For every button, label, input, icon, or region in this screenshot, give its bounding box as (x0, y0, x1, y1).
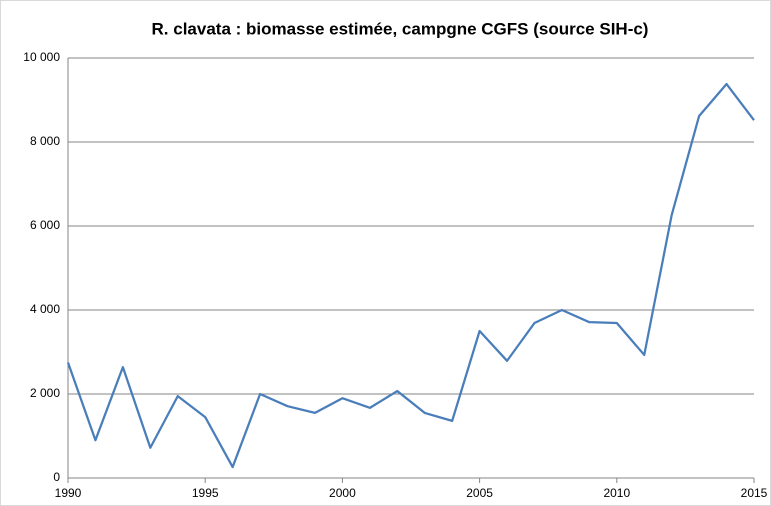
x-tick-label: 2015 (741, 486, 768, 500)
x-tick-label: 2010 (603, 486, 630, 500)
x-tick-label: 2005 (466, 486, 493, 500)
x-tick-label: 2000 (329, 486, 356, 500)
chart-title: R. clavata : biomasse estimée, campgne C… (152, 19, 649, 38)
y-tick-label: 8 000 (30, 134, 60, 148)
x-tick-label: 1995 (192, 486, 219, 500)
y-tick-label: 10 000 (23, 50, 60, 64)
x-tick-label: 1990 (55, 486, 82, 500)
y-tick-label: 2 000 (30, 386, 60, 400)
data-line (66, 82, 755, 469)
y-tick-label: 6 000 (30, 218, 60, 232)
y-tick-label: 4 000 (30, 302, 60, 316)
y-tick-label: 0 (53, 470, 60, 484)
